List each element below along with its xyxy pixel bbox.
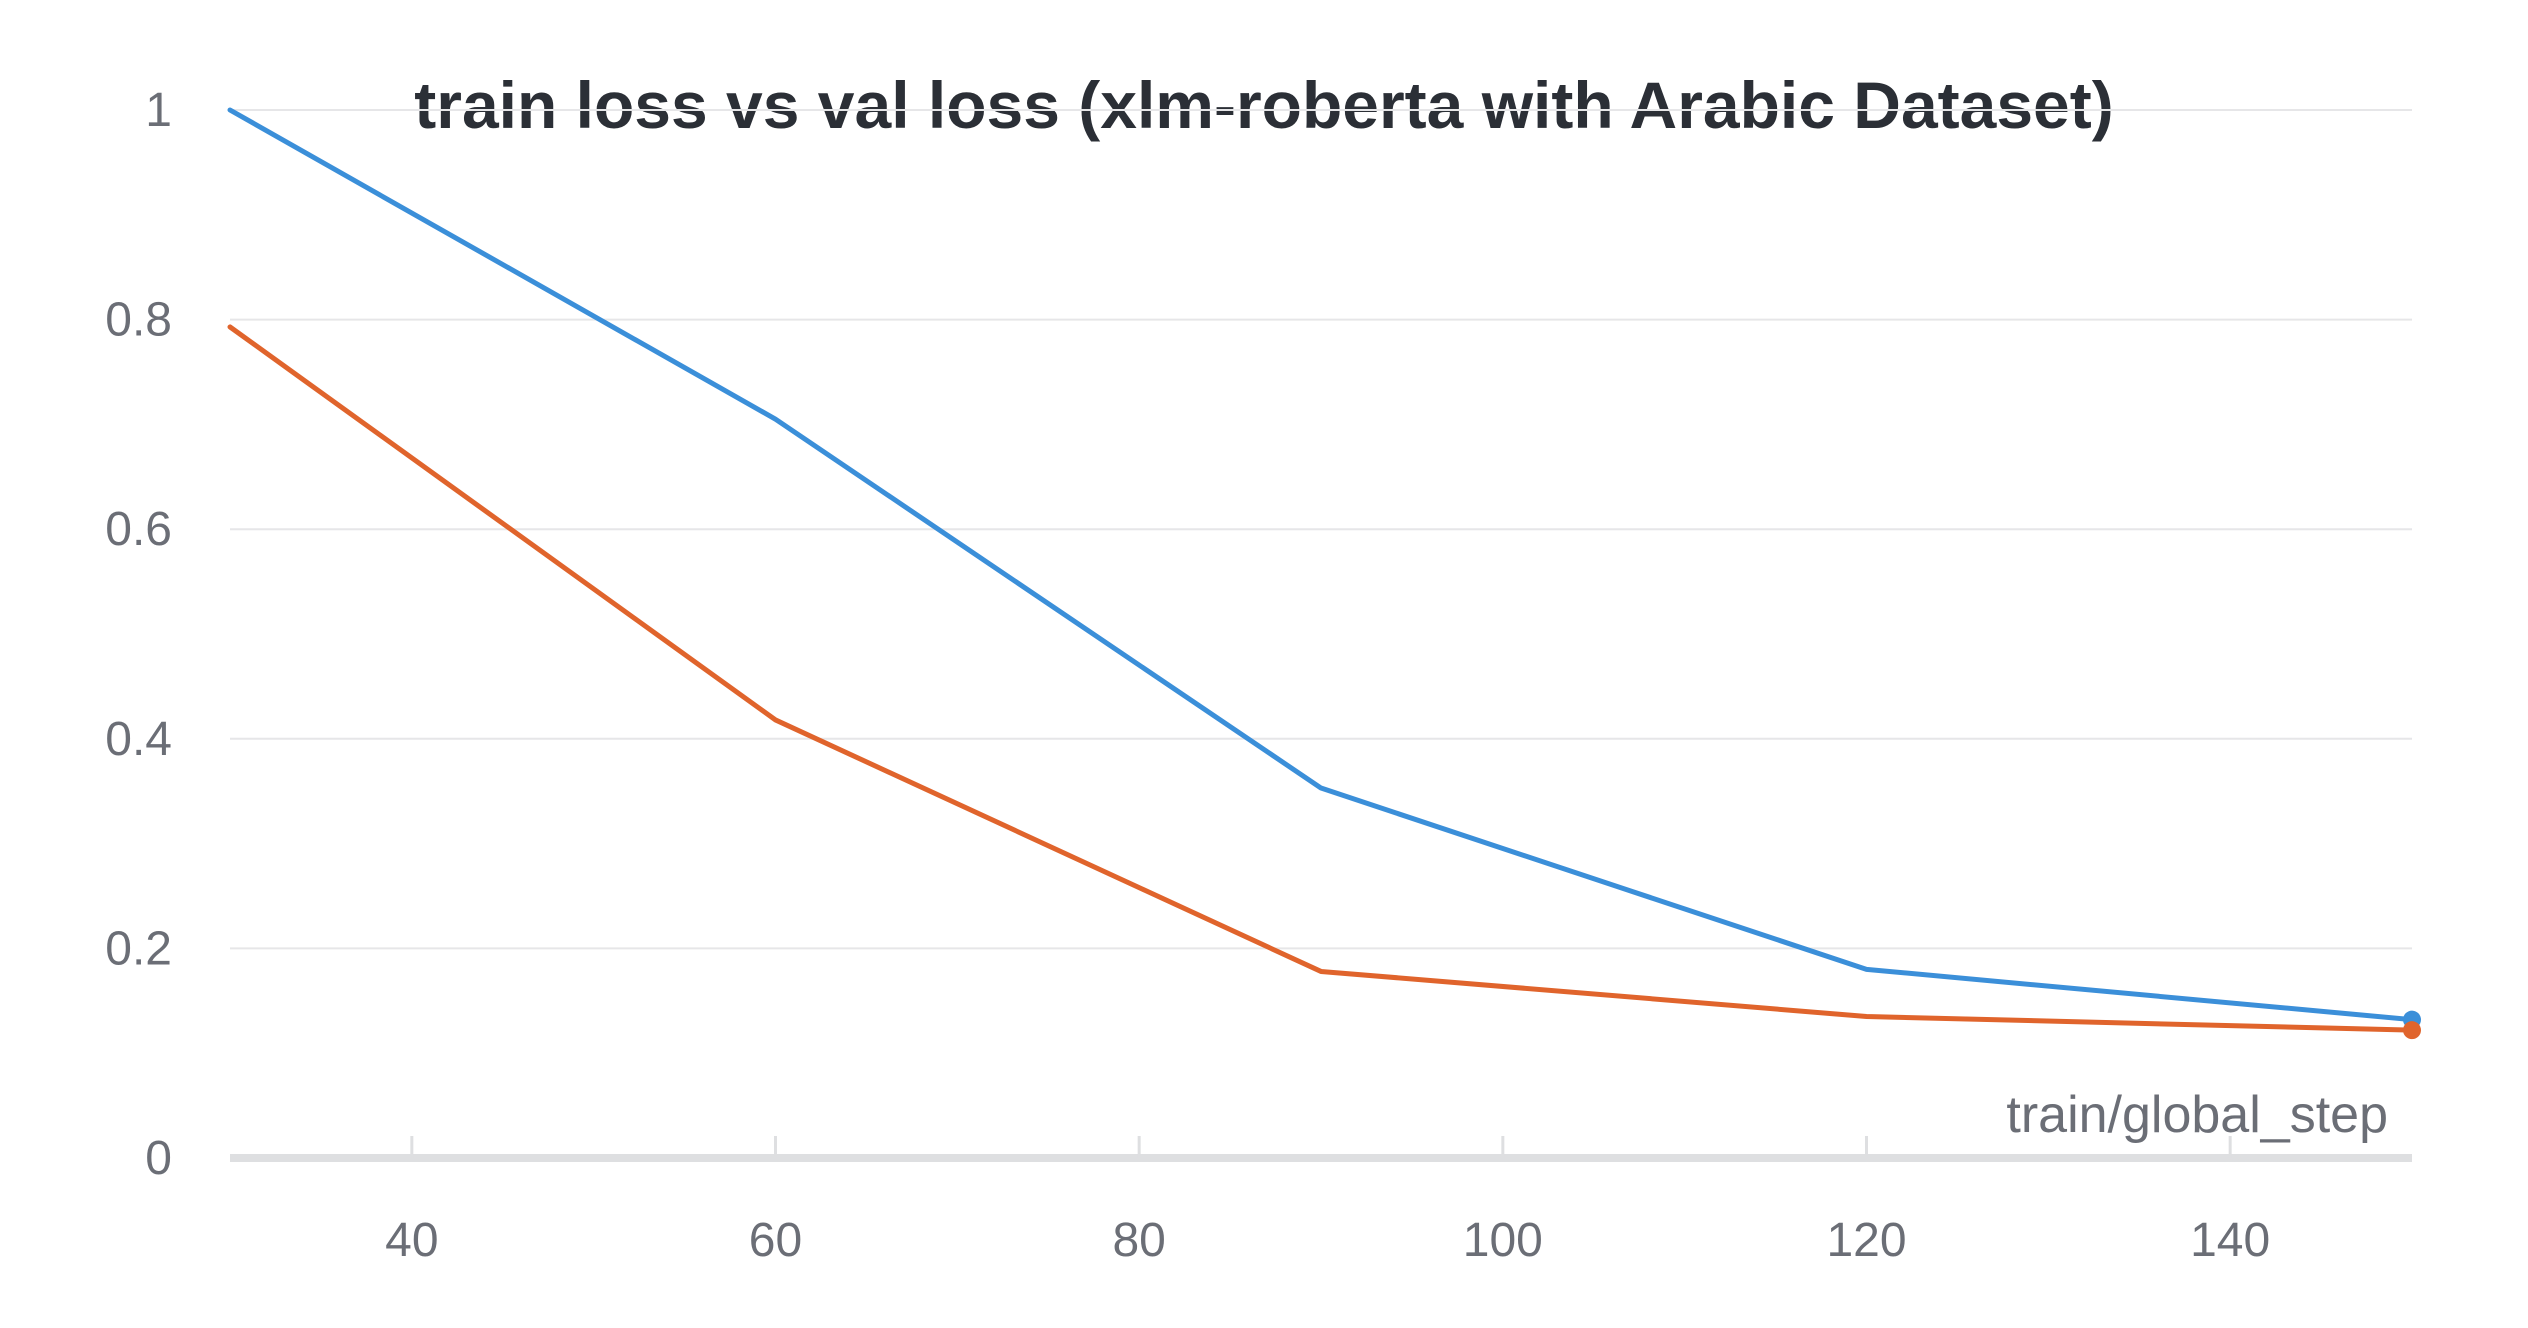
gridlines	[230, 109, 2412, 950]
series-1-end-point	[2403, 1021, 2421, 1040]
series-1-line	[227, 324, 2415, 1033]
y-tick-label: 0	[145, 1132, 172, 1185]
x-axis-label: train/global_step	[2006, 1086, 2388, 1144]
y-tick-label: 0.2	[105, 922, 172, 975]
y-tick-label: 0.8	[105, 294, 172, 347]
y-tick-label: 0.4	[105, 713, 172, 766]
x-axis: 40 60 80 100 120 140	[230, 1136, 2412, 1267]
series-0-line	[227, 107, 2415, 1023]
x-tick-label: 100	[1463, 1214, 1543, 1267]
x-tick-label: 40	[385, 1214, 438, 1267]
chart-title: train loss vs val loss (xlm-roberta with…	[414, 68, 2113, 142]
x-tick-label: 60	[749, 1214, 802, 1267]
x-tick-label: 80	[1112, 1214, 1165, 1267]
y-tick-label: 0.6	[105, 503, 172, 556]
y-tick-label: 1	[145, 84, 172, 137]
plot-area	[227, 107, 2421, 1040]
x-tick-label: 120	[1826, 1214, 1906, 1267]
y-axis: 0 0.2 0.4 0.6 0.8 1	[105, 84, 172, 1185]
x-tick-label: 140	[2190, 1214, 2270, 1267]
